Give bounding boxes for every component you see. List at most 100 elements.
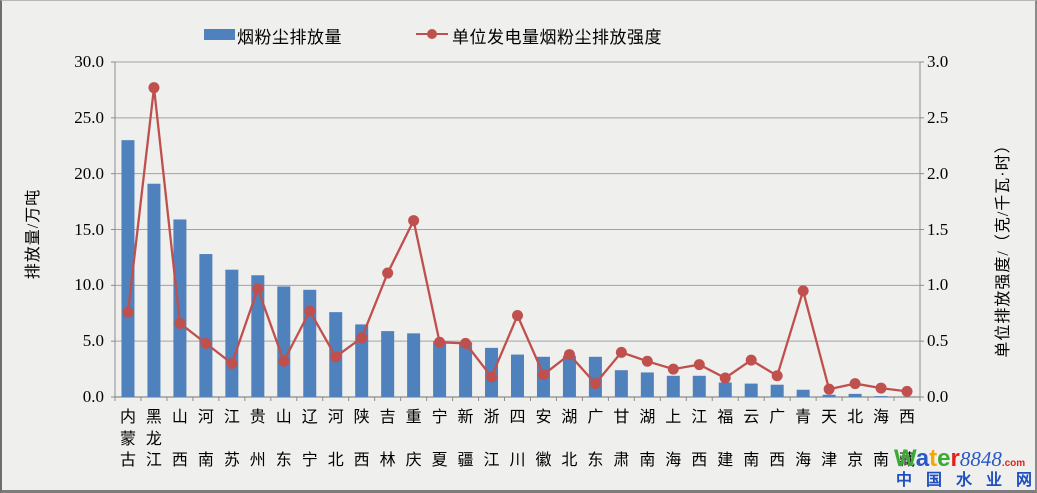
left-axis-tick-label: 0.0 — [82, 387, 104, 406]
right-axis-tick-label: 2.0 — [927, 163, 949, 183]
line-point-甘肃 — [615, 346, 627, 358]
bar-云南 — [744, 383, 758, 397]
line-point-重庆 — [408, 215, 420, 227]
watermark-letter: W — [894, 445, 916, 472]
watermark: Water8848.com 中国水业网 — [894, 447, 1034, 489]
line-point-云南 — [745, 354, 757, 366]
line-point-四川 — [512, 309, 523, 321]
watermark-subtitle-char: 国 — [925, 472, 942, 489]
x-label-青海: 青海 — [795, 409, 812, 469]
left-axis-title: 排放量/万吨 — [25, 188, 42, 280]
line-point-安徽 — [537, 369, 549, 381]
right-axis-tick-label: 3.0 — [927, 52, 949, 71]
watermark-number: 8848 — [959, 447, 1002, 471]
watermark-subtitle: 中国水业网 — [894, 473, 1034, 489]
bar-山西 — [173, 219, 187, 397]
bar-海南 — [874, 396, 888, 397]
bar-江西 — [692, 375, 706, 397]
line-point-江西 — [693, 359, 705, 371]
watermark-subtitle-char: 水 — [955, 472, 972, 489]
watermark-letter: e — [937, 445, 951, 472]
bar-福建 — [718, 382, 732, 397]
bar-青海 — [796, 389, 810, 397]
line-point-河北 — [330, 351, 342, 363]
x-label-广西: 广西 — [769, 409, 786, 469]
line-point-山东 — [278, 355, 290, 367]
x-label-贵州: 贵州 — [249, 409, 266, 469]
x-label-江西: 江西 — [691, 409, 708, 469]
watermark-logo-text: Water8848.com — [894, 447, 1034, 471]
x-label-广东: 广东 — [587, 409, 604, 469]
x-label-四川: 四川 — [509, 409, 526, 469]
watermark-letter: t — [929, 445, 938, 472]
line-point-天津 — [823, 383, 835, 395]
bar-series-swatch — [204, 29, 235, 40]
line-point-浙江 — [486, 371, 498, 383]
line-point-贵州 — [252, 283, 264, 295]
line-point-广东 — [589, 378, 601, 390]
line-point-辽宁 — [304, 305, 316, 317]
line-point-新疆 — [460, 337, 472, 349]
bar-广西 — [770, 384, 784, 397]
bar-北京 — [848, 393, 862, 397]
legend-line-label: 单位发电量烟粉尘排放强度 — [452, 28, 662, 47]
bar-江苏 — [225, 269, 239, 397]
bar-陕西 — [355, 324, 369, 397]
x-label-甘肃: 甘肃 — [613, 409, 630, 469]
line-point-江苏 — [226, 358, 238, 369]
line-point-上海 — [667, 363, 679, 375]
x-label-宁夏: 宁夏 — [431, 409, 448, 469]
line-point-湖北 — [563, 349, 575, 361]
x-label-北京: 北京 — [847, 409, 864, 469]
left-axis-tick-label: 10.0 — [74, 275, 104, 295]
bar-上海 — [666, 375, 680, 397]
bar-重庆 — [407, 333, 421, 397]
bar-河南 — [199, 254, 213, 397]
line-series — [126, 87, 908, 393]
right-axis-tick-label: 0.0 — [927, 387, 949, 406]
x-label-重庆: 重庆 — [405, 409, 422, 469]
line-point-湖南 — [641, 355, 653, 367]
line-point-海南 — [875, 382, 887, 394]
bar-天津 — [822, 394, 836, 397]
x-label-福建: 福建 — [717, 409, 734, 469]
bar-新疆 — [459, 342, 473, 397]
x-label-吉林: 吉林 — [379, 409, 396, 469]
bar-湖北 — [562, 355, 576, 397]
x-label-山西: 山西 — [171, 409, 188, 469]
x-label-新疆: 新疆 — [457, 409, 474, 469]
line-point-河南 — [200, 337, 212, 349]
line-point-福建 — [719, 372, 731, 384]
line-point-山西 — [174, 317, 186, 329]
watermark-subtitle-char: 业 — [985, 472, 1002, 489]
left-axis-tick-label: 20.0 — [74, 163, 104, 183]
x-label-云南: 云南 — [743, 409, 760, 469]
x-label-浙江: 浙江 — [483, 409, 500, 469]
x-label-湖北: 湖北 — [561, 409, 578, 469]
bar-黑龙江 — [147, 183, 161, 397]
x-label-河南: 河南 — [197, 409, 214, 469]
x-label-江苏: 江苏 — [223, 409, 240, 469]
bar-四川 — [511, 354, 524, 397]
watermark-subtitle-char: 中 — [896, 472, 913, 489]
x-label-安徽: 安徽 — [535, 409, 552, 469]
line-point-北京 — [849, 378, 861, 390]
x-label-黑龙江: 黑龙江 — [145, 409, 162, 469]
line-point-青海 — [797, 285, 809, 297]
x-label-内蒙古: 内蒙古 — [119, 409, 136, 469]
bar-山东 — [277, 286, 291, 397]
line-series-marker-icon — [427, 29, 437, 39]
x-label-天津: 天津 — [821, 409, 838, 469]
line-point-广西 — [771, 370, 783, 382]
left-axis-tick-label: 5.0 — [82, 331, 104, 351]
right-axis-tick-label: 1.0 — [927, 275, 949, 295]
right-axis-tick-label: 1.5 — [927, 219, 949, 239]
x-label-海南: 海南 — [873, 409, 890, 469]
x-label-上海: 上海 — [665, 409, 682, 469]
left-axis-tick-label: 30.0 — [74, 52, 104, 71]
bar-贵州 — [251, 275, 265, 397]
bar-吉林 — [381, 331, 395, 397]
x-label-河北: 河北 — [327, 409, 344, 469]
x-label-西藏: 西藏 — [899, 409, 916, 469]
